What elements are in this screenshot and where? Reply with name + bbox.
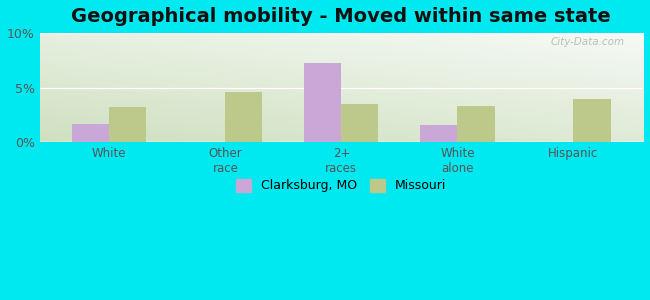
Bar	[573, 99, 610, 142]
Bar	[226, 92, 263, 142]
Bar	[458, 106, 495, 142]
Title: Geographical mobility - Moved within same state: Geographical mobility - Moved within sam…	[72, 7, 611, 26]
Bar	[304, 62, 341, 142]
Legend: Clarksburg, MO, Missouri: Clarksburg, MO, Missouri	[233, 175, 450, 196]
Text: City-Data.com: City-Data.com	[551, 38, 625, 47]
Bar	[341, 104, 378, 142]
Bar	[109, 107, 146, 142]
Bar	[72, 124, 109, 142]
Bar	[421, 125, 458, 142]
